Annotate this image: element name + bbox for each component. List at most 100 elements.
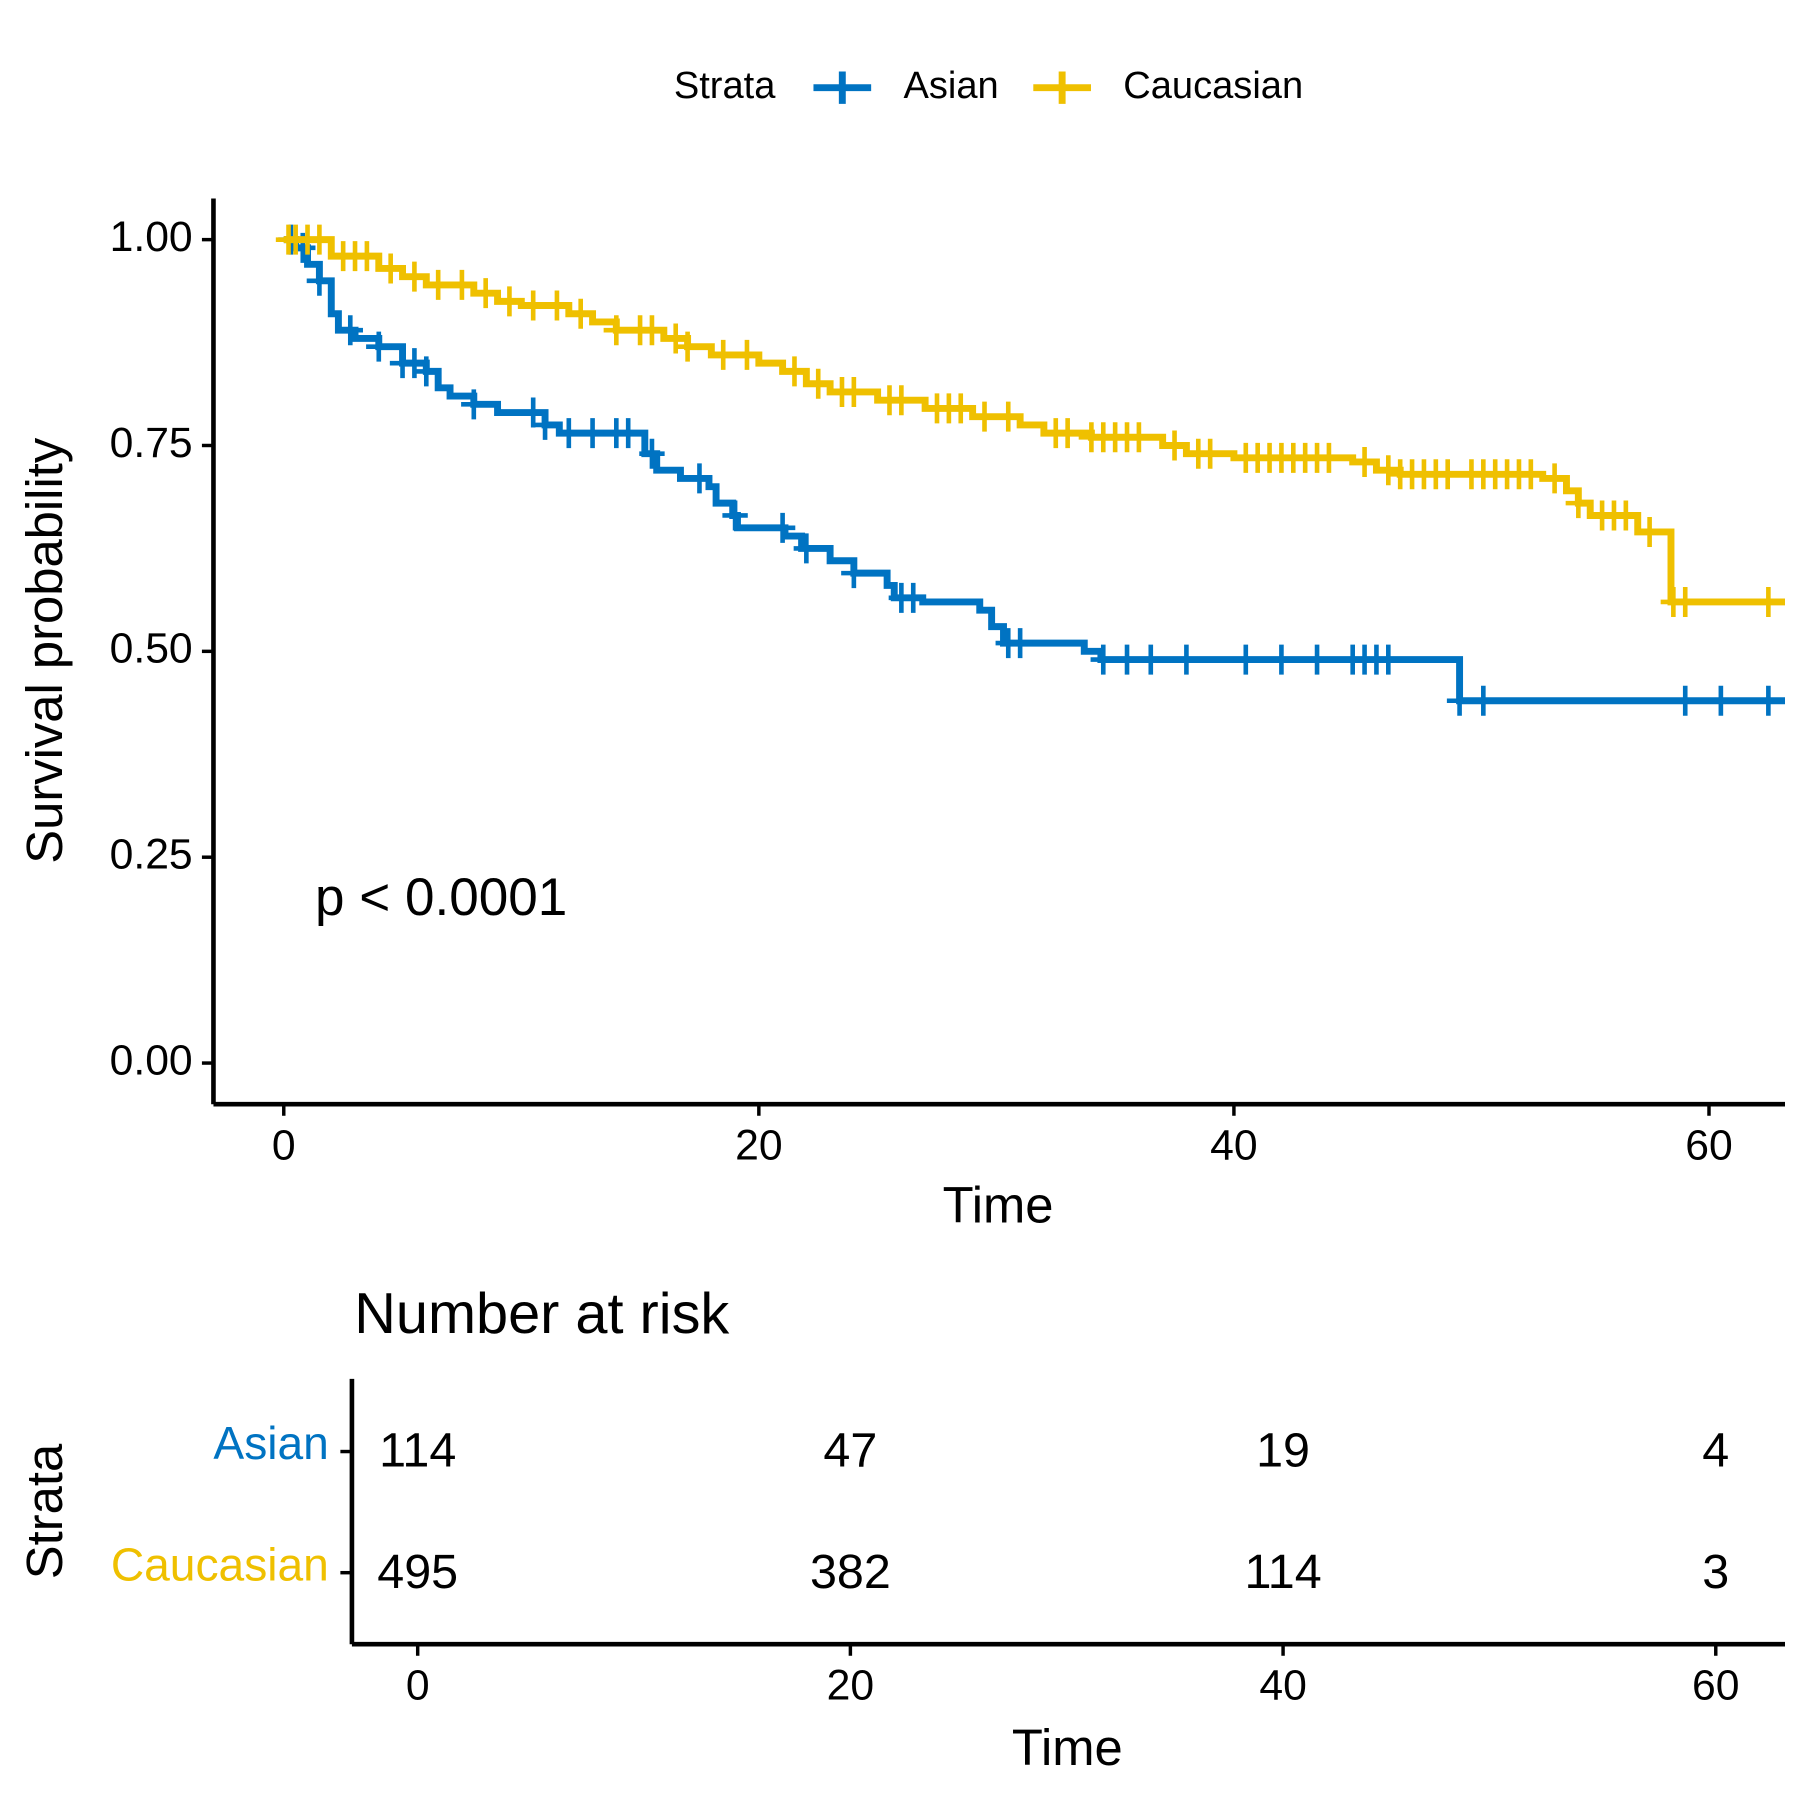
censor-mark — [674, 331, 701, 362]
censor-mark — [1755, 586, 1782, 617]
censor-mark — [337, 315, 363, 346]
censor-mark — [781, 356, 808, 387]
y-tick-label: 0.50 — [110, 625, 193, 673]
censor-mark — [461, 389, 487, 420]
censor-mark — [948, 393, 974, 424]
censor-mark — [496, 286, 523, 317]
censor-mark — [639, 438, 665, 469]
censor-mark — [1375, 455, 1402, 486]
censor-mark — [377, 253, 404, 284]
censor-mark — [805, 368, 831, 399]
censor-mark — [615, 418, 641, 449]
censor-mark — [1090, 644, 1116, 675]
censor-mark — [1197, 438, 1223, 469]
risk-count: 47 — [823, 1424, 877, 1478]
censor-mark — [1565, 488, 1592, 519]
censor-mark — [472, 278, 499, 309]
x-tick-label: 0 — [406, 1661, 430, 1709]
censor-mark — [639, 315, 665, 346]
censor-mark — [366, 331, 392, 362]
x-tick-label: 40 — [1259, 1661, 1306, 1709]
censor-mark — [520, 290, 546, 321]
x-tick-label: 60 — [1685, 1121, 1732, 1169]
censor-mark — [841, 558, 867, 589]
x-tick-label: 60 — [1692, 1661, 1739, 1709]
risk-count: 3 — [1702, 1545, 1729, 1599]
risk-count: 114 — [379, 1424, 456, 1478]
censor-mark — [686, 463, 713, 494]
censor-mark — [449, 269, 475, 300]
censor-mark — [425, 269, 451, 300]
risk-count: 19 — [1256, 1424, 1310, 1478]
censor-mark — [401, 261, 428, 292]
x-tick-label: 20 — [735, 1121, 782, 1169]
censor-mark — [1435, 459, 1461, 490]
row-label: Asian — [213, 1417, 328, 1469]
censor-mark — [1007, 628, 1033, 659]
censor-mark — [1446, 685, 1473, 716]
risk-count: 495 — [377, 1545, 458, 1599]
censor-mark — [1138, 644, 1164, 675]
censor-mark — [354, 241, 380, 272]
legend-key — [813, 71, 872, 104]
table-title: Number at risk — [354, 1282, 729, 1346]
censor-mark — [1268, 644, 1295, 675]
censor-mark — [1054, 418, 1081, 449]
censor-mark — [1233, 644, 1259, 675]
y-tick-label: 1.00 — [110, 213, 193, 261]
censor-mark — [710, 339, 736, 370]
censor-mark — [532, 409, 558, 440]
censor-mark — [1351, 446, 1378, 477]
legend-label: Asian — [903, 65, 998, 107]
censor-mark — [769, 512, 796, 543]
censor-mark — [603, 315, 630, 346]
p-value: p < 0.0001 — [315, 868, 567, 927]
censor-mark — [413, 356, 439, 387]
censor-mark — [1636, 516, 1663, 547]
y-tick-label: 0.25 — [110, 830, 193, 878]
censor-mark — [1126, 422, 1152, 453]
censor-mark — [1708, 685, 1734, 716]
censor-mark — [841, 376, 867, 407]
censor-mark — [971, 401, 998, 432]
risk-count: 382 — [810, 1545, 891, 1599]
censor-mark — [556, 418, 582, 449]
censor-mark — [1375, 644, 1402, 675]
table-x-axis-title: Time — [1012, 1719, 1123, 1776]
row-label: Caucasian — [111, 1538, 329, 1590]
censor-mark — [579, 418, 606, 449]
legend-key — [1033, 71, 1091, 104]
censor-mark — [306, 224, 333, 255]
censor-mark — [1173, 644, 1200, 675]
censor-mark — [722, 500, 748, 531]
x-tick-label: 40 — [1210, 1121, 1257, 1169]
censor-mark — [306, 265, 333, 296]
censor-mark — [1316, 442, 1342, 473]
censor-mark — [1304, 644, 1330, 675]
y-tick-label: 0.75 — [110, 419, 193, 467]
censor-mark — [995, 401, 1021, 432]
censor-mark — [1613, 500, 1639, 531]
censor-mark — [1672, 586, 1698, 617]
x-axis-title: Time — [943, 1177, 1054, 1234]
censor-mark — [900, 582, 926, 613]
legend-label: Caucasian — [1123, 65, 1303, 107]
censor-mark — [1672, 685, 1698, 716]
censor-mark — [520, 397, 546, 428]
x-tick-label: 0 — [272, 1121, 296, 1169]
risk-count: 4 — [1702, 1424, 1729, 1478]
x-tick-label: 20 — [827, 1661, 874, 1709]
censor-mark — [734, 339, 760, 370]
censor-mark — [793, 533, 820, 564]
censor-mark — [1755, 685, 1782, 716]
censor-mark — [568, 298, 594, 329]
censor-mark — [544, 290, 570, 321]
censor-mark — [888, 385, 915, 416]
censor-mark — [1114, 644, 1140, 675]
table-y-axis-title: Strata — [16, 1443, 73, 1579]
survival-curve — [283, 236, 1785, 705]
legend-title: Strata — [674, 65, 776, 107]
censor-mark — [1518, 459, 1544, 490]
y-tick-label: 0.00 — [110, 1036, 193, 1084]
